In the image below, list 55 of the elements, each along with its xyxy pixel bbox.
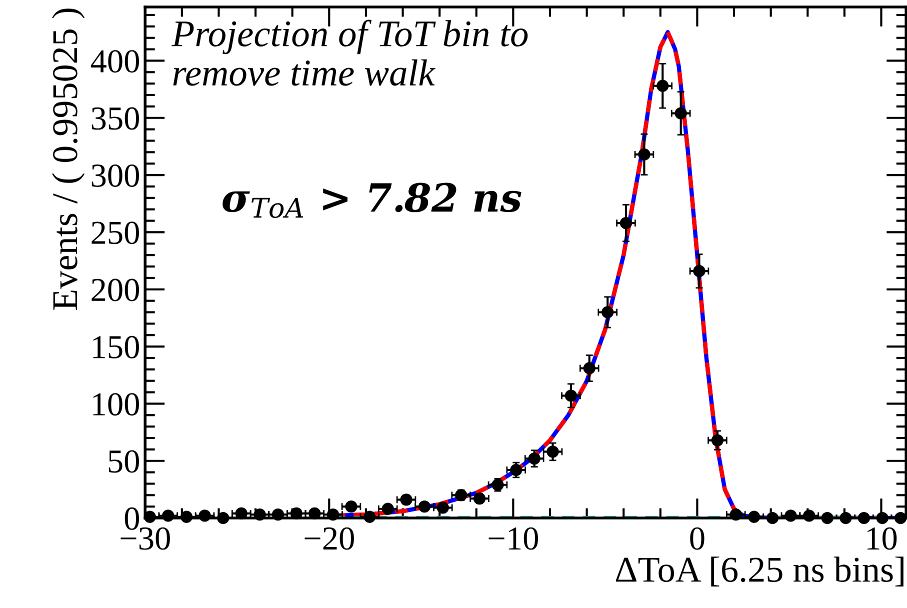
point	[821, 512, 834, 524]
point	[290, 507, 302, 520]
point	[656, 80, 669, 92]
y-tick-label: 300	[92, 164, 139, 187]
point	[235, 507, 248, 520]
point	[162, 510, 174, 522]
point	[198, 510, 211, 522]
point	[674, 107, 687, 120]
y-tick-label: 50	[108, 450, 139, 473]
x-axis-title: ΔToA [6.25 ns bins]	[616, 556, 904, 586]
point	[803, 510, 816, 522]
point	[638, 148, 650, 161]
point	[308, 507, 321, 520]
point	[894, 512, 907, 524]
y-tick-label: 250	[92, 222, 139, 244]
y-tick-label: 350	[92, 107, 139, 130]
point	[382, 502, 394, 515]
point	[766, 512, 779, 524]
point	[583, 362, 596, 374]
x-tick-label: −20	[304, 527, 354, 550]
y-tick-label: 400	[90, 50, 139, 73]
point	[492, 478, 504, 491]
x-tick-label: 0	[690, 527, 704, 550]
point	[418, 500, 431, 513]
point	[784, 510, 797, 522]
point	[858, 512, 870, 524]
point	[748, 510, 760, 523]
point	[345, 500, 358, 513]
point	[326, 508, 340, 521]
point	[693, 265, 706, 278]
point	[272, 508, 284, 521]
point	[730, 508, 742, 521]
annotation: Projection of ToT bin to remove time walk	[172, 20, 528, 86]
y-tick-label: 100	[93, 393, 139, 416]
x-tick-label: −10	[488, 527, 538, 550]
point	[546, 446, 559, 458]
point	[602, 306, 614, 318]
point	[711, 434, 724, 446]
point	[876, 512, 888, 524]
point	[364, 510, 376, 523]
point	[180, 510, 193, 523]
point	[436, 502, 449, 514]
point	[840, 512, 852, 524]
x-tick-label: 10	[868, 527, 897, 550]
point	[564, 390, 578, 402]
point	[620, 216, 632, 230]
point	[144, 510, 156, 523]
point	[528, 452, 540, 465]
point	[510, 464, 522, 476]
y-tick-label: 150	[93, 336, 139, 358]
point	[254, 508, 266, 521]
y-tick-label: 200	[92, 278, 139, 302]
annotation: σ$_{ToA}$ > 7.82 ns	[222, 182, 522, 218]
point	[217, 512, 230, 524]
y-axis-title: Events / ( 0.995025 )	[52, 8, 85, 310]
